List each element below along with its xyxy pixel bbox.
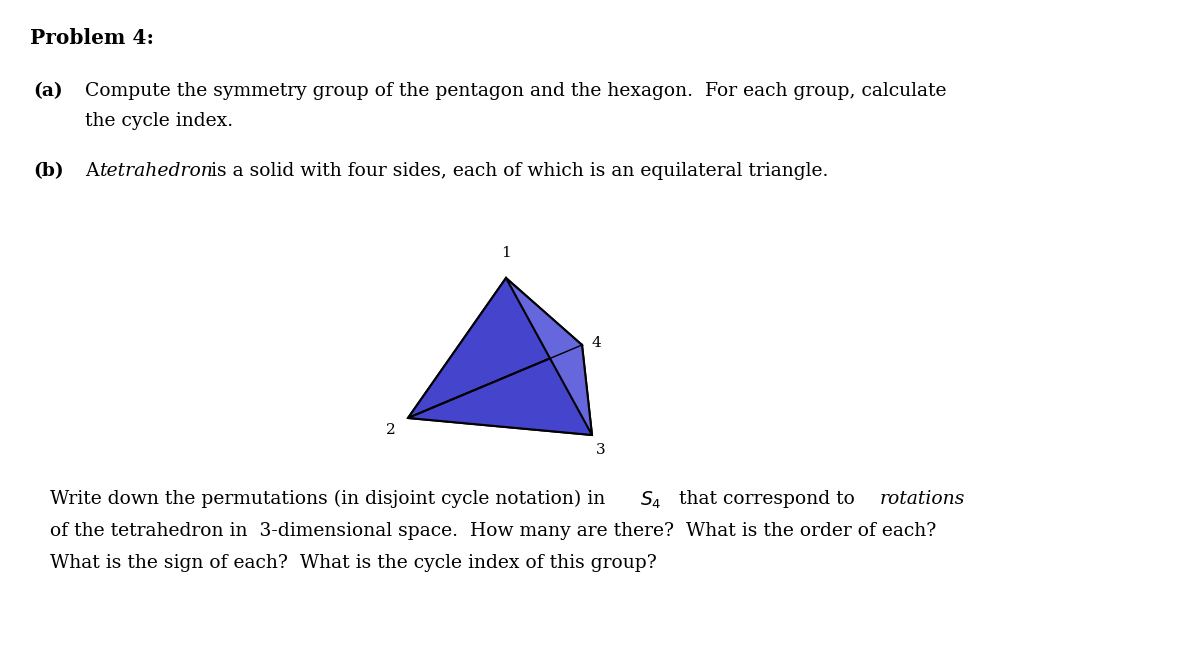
Text: the cycle index.: the cycle index.	[85, 112, 233, 130]
Text: (b): (b)	[34, 162, 64, 180]
Text: tetrahedron: tetrahedron	[100, 162, 214, 180]
Text: 2: 2	[386, 423, 396, 437]
Text: rotations: rotations	[880, 490, 965, 508]
Polygon shape	[408, 345, 592, 435]
Polygon shape	[408, 278, 592, 435]
Text: A: A	[85, 162, 98, 180]
Text: is a solid with four sides, each of which is an equilateral triangle.: is a solid with four sides, each of whic…	[211, 162, 828, 180]
Text: $S_4$: $S_4$	[640, 490, 661, 511]
Text: that correspond to: that correspond to	[673, 490, 854, 508]
Text: What is the sign of each?  What is the cycle index of this group?: What is the sign of each? What is the cy…	[50, 554, 656, 572]
Text: of the tetrahedron in  3-dimensional space.  How many are there?  What is the or: of the tetrahedron in 3-dimensional spac…	[50, 522, 936, 540]
Text: Problem 4:: Problem 4:	[30, 28, 154, 48]
Text: 1: 1	[502, 246, 511, 260]
Polygon shape	[408, 278, 582, 418]
Text: (a): (a)	[34, 82, 62, 100]
Polygon shape	[506, 278, 592, 435]
Text: 3: 3	[596, 443, 606, 457]
Text: Compute the symmetry group of the pentagon and the hexagon.  For each group, cal: Compute the symmetry group of the pentag…	[85, 82, 947, 100]
Text: 4: 4	[592, 336, 601, 350]
Text: Write down the permutations (in disjoint cycle notation) in: Write down the permutations (in disjoint…	[50, 490, 605, 508]
